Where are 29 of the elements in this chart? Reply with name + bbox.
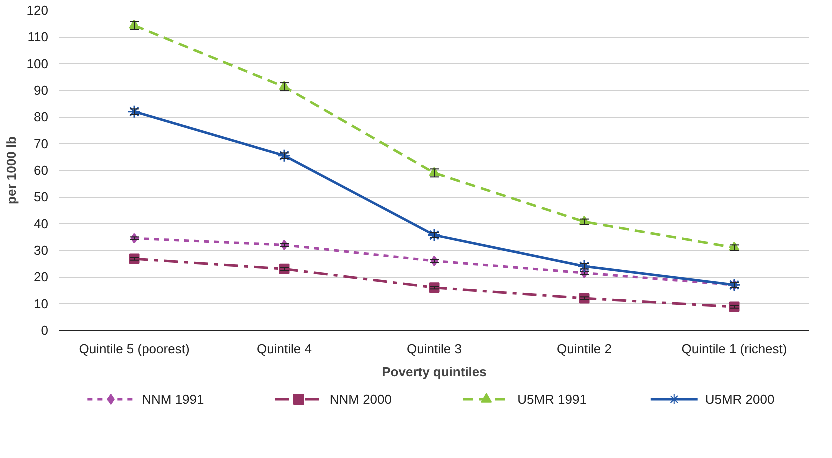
y-tick-label: 100: [26, 56, 49, 72]
x-tick-label: Quintile 2: [557, 342, 612, 356]
x-axis-title: Poverty quintiles: [382, 364, 487, 380]
y-tick-label: 80: [34, 110, 49, 125]
y-tick-label: 70: [34, 136, 49, 152]
y-tick-label: 20: [34, 270, 49, 285]
y-tick-label: 120: [26, 3, 49, 18]
x-tick-label: Quintile 5 (poorest): [79, 342, 190, 356]
y-tick-label: 110: [28, 30, 49, 45]
point: [278, 149, 292, 163]
y-tick-label: 50: [34, 190, 49, 205]
legend-label: NNM 2000: [330, 392, 392, 407]
y-tick-label: 90: [34, 83, 49, 98]
x-tick-label: Quintile 1 (richest): [682, 342, 788, 356]
point: [578, 260, 592, 274]
legend-label: U5MR 2000: [705, 392, 775, 407]
legend-label: U5MR 1991: [518, 392, 587, 407]
y-tick-label: 10: [34, 296, 49, 312]
point: [428, 228, 442, 242]
y-tick-label: 30: [34, 243, 49, 258]
y-tick-label: 60: [34, 163, 49, 178]
y-axis-title: per 1000 lb: [4, 136, 19, 204]
point: [728, 278, 742, 292]
legend-label: NNM 1991: [142, 392, 204, 407]
y-tick-label: 0: [41, 323, 49, 338]
x-tick-label: Quintile 3: [407, 342, 462, 356]
y-tick-label: 40: [34, 216, 49, 232]
point: [128, 105, 142, 119]
x-tick-label: Quintile 4: [257, 342, 312, 356]
